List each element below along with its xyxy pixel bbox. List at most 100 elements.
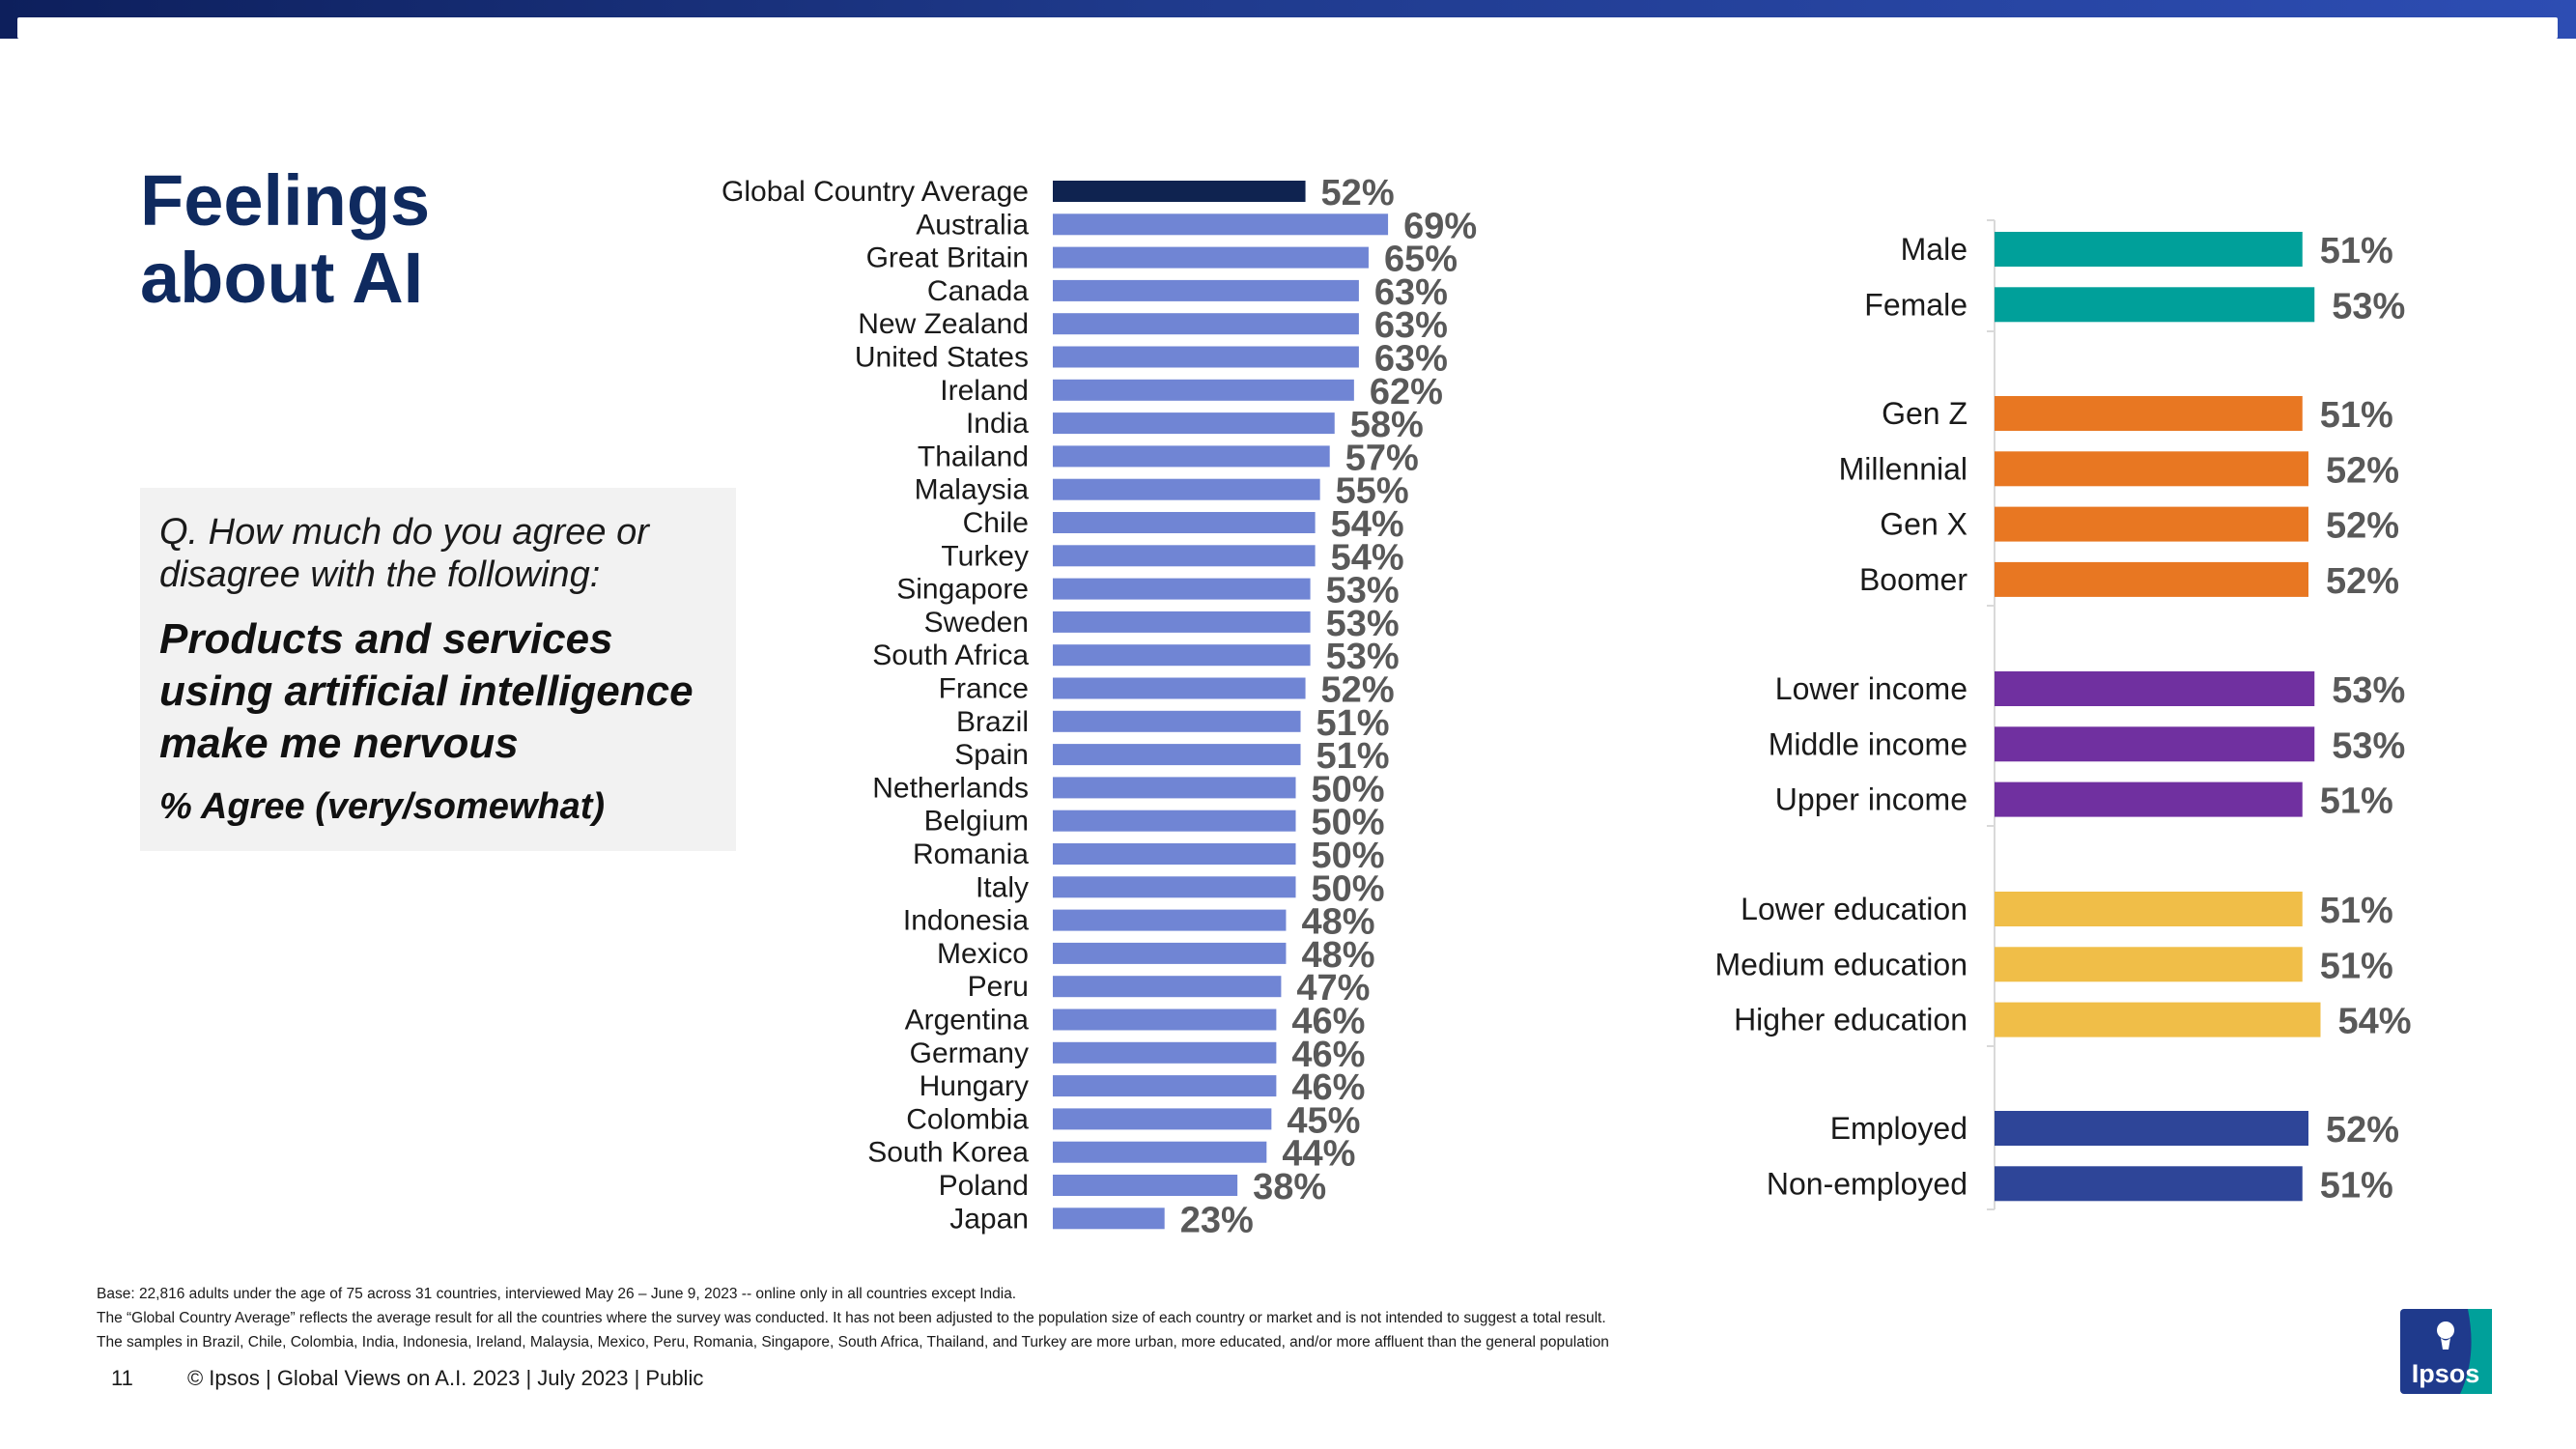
value-label-ireland: 62% [1370,372,1443,412]
bar-middle-income [1995,726,2315,762]
page-title-line2: about AI [140,238,424,318]
question-box: Q. How much do you agree or disagree wit… [140,488,736,851]
category-label-netherlands: Netherlands [872,772,1029,804]
value-label-mexico: 48% [1301,935,1374,976]
bar-canada [1053,279,1359,301]
category-label-male: Male [1901,232,1967,267]
bar-germany [1053,1041,1277,1064]
category-label-ireland: Ireland [940,375,1029,407]
category-label-japan: Japan [949,1203,1029,1235]
value-label-australia: 69% [1403,206,1477,246]
bar-brazil [1053,710,1301,732]
bar-italy [1053,876,1296,898]
category-label-lower-education: Lower education [1741,892,1967,926]
value-label-spain: 51% [1316,736,1390,777]
value-label-belgium: 50% [1312,803,1385,843]
ipsos-logo-text: Ipsos [2412,1359,2480,1388]
category-label-hungary: Hungary [920,1070,1029,1102]
footnotes: Base: 22,816 adults under the age of 75 … [97,1282,2028,1354]
value-label-canada: 63% [1374,272,1448,313]
category-label-france: France [939,673,1029,705]
bar-colombia [1053,1108,1272,1130]
category-label-brazil: Brazil [956,706,1029,738]
bar-male [1995,232,2303,267]
category-label-canada: Canada [927,275,1029,307]
category-label-peru: Peru [968,971,1029,1003]
bar-thailand [1053,445,1330,468]
category-label-gen-x: Gen X [1880,507,1967,542]
footer-text: © Ipsos | Global Views on A.I. 2023 | Ju… [186,1366,704,1390]
bar-global-country-average [1053,181,1306,202]
value-label-south-africa: 53% [1326,637,1400,677]
category-label-singapore: Singapore [896,574,1029,606]
bar-peru [1053,976,1282,998]
bar-employed [1995,1111,2308,1146]
category-label-italy: Italy [976,871,1029,903]
category-label-non-employed: Non-employed [1767,1166,1967,1201]
value-label-turkey: 54% [1331,537,1404,578]
bar-great-britain [1053,246,1369,269]
footnote-samples: The samples in Brazil, Chile, Colombia, … [97,1334,1609,1350]
value-label-millennial: 52% [2326,450,2399,491]
bar-south-africa [1053,644,1311,667]
value-label-brazil: 51% [1316,703,1390,744]
bar-millennial [1995,451,2308,487]
bar-higher-education [1995,1002,2321,1037]
category-label-millennial: Millennial [1839,451,1967,486]
page-title: Feelings about AI [140,162,430,317]
footer: 11 © Ipsos | Global Views on A.I. 2023 |… [111,1366,703,1391]
category-label-turkey: Turkey [941,540,1029,572]
bar-gen-x [1995,506,2308,542]
category-label-middle-income: Middle income [1769,726,1967,761]
category-label-romania: Romania [913,838,1029,870]
value-label-hungary: 46% [1291,1067,1365,1108]
bar-australia [1053,213,1389,236]
bar-malaysia [1053,478,1320,500]
value-label-indonesia: 48% [1301,902,1374,943]
category-label-employed: Employed [1830,1111,1967,1146]
bar-belgium [1053,810,1296,832]
bar-netherlands [1053,777,1296,799]
value-label-united-states: 63% [1374,339,1448,380]
value-label-gen-x: 52% [2326,506,2399,547]
bar-boomer [1995,561,2308,597]
value-label-global-country-average: 52% [1321,173,1395,213]
value-label-new-zealand: 63% [1374,305,1448,346]
value-label-chile: 54% [1331,504,1404,545]
value-label-upper-income: 51% [2320,781,2393,822]
value-label-france: 52% [1321,670,1395,711]
value-label-boomer: 52% [2326,561,2399,602]
category-label-indonesia: Indonesia [903,905,1029,937]
category-label-germany: Germany [910,1037,1029,1069]
bar-singapore [1053,578,1311,600]
bar-united-states [1053,346,1359,368]
value-label-gen-z: 51% [2320,395,2393,436]
value-label-south-korea: 44% [1282,1134,1355,1175]
bar-france [1053,677,1306,699]
value-label-lower-income: 53% [2332,670,2405,711]
bar-poland [1053,1175,1238,1196]
category-label-australia: Australia [916,209,1029,241]
category-label-spain: Spain [954,739,1029,771]
value-label-non-employed: 51% [2320,1165,2393,1206]
page-title-line1: Feelings [140,160,431,241]
bar-romania [1053,843,1296,865]
category-label-south-africa: South Africa [872,639,1029,671]
category-label-india: India [966,408,1029,440]
bar-upper-income [1995,781,2303,817]
value-label-medium-education: 51% [2320,946,2393,986]
bar-medium-education [1995,947,2303,982]
value-label-colombia: 45% [1287,1100,1360,1141]
bar-new-zealand [1053,313,1359,335]
category-label-sweden: Sweden [924,607,1029,639]
bar-india [1053,412,1335,435]
bar-lower-income [1995,671,2315,706]
value-label-netherlands: 50% [1312,769,1385,810]
bar-sweden [1053,611,1311,633]
category-label-new-zealand: New Zealand [858,308,1029,340]
value-label-peru: 47% [1296,968,1370,1009]
bar-indonesia [1053,909,1287,931]
value-label-great-britain: 65% [1384,240,1458,280]
category-label-higher-education: Higher education [1734,1003,1967,1037]
page-number: 11 [111,1366,133,1390]
